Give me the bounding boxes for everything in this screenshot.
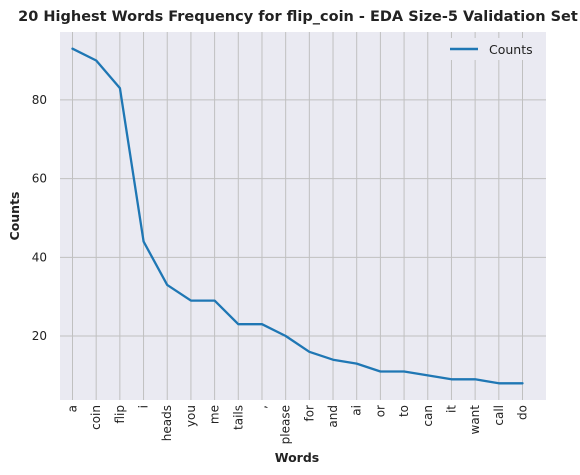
- y-axis-label: Counts: [7, 192, 22, 241]
- tick-labels: a coin flip i heads you me tails, please for and ai…: [32, 93, 530, 444]
- x-tick-label: call: [492, 405, 506, 426]
- y-tick-label: 60: [32, 172, 47, 186]
- legend-label: Counts: [489, 42, 533, 57]
- x-tick-label: do: [516, 405, 530, 420]
- plot-area: [60, 32, 546, 400]
- x-axis-label: Words: [275, 450, 319, 465]
- x-tick-label: ai: [350, 405, 364, 416]
- x-tick-label: ,: [255, 405, 269, 409]
- x-tick-label: can: [421, 405, 435, 427]
- x-tick-label: coin: [89, 405, 103, 430]
- x-tick-label: flip: [113, 405, 127, 424]
- x-tick-label: i: [137, 405, 151, 408]
- x-tick-label: and: [326, 405, 340, 428]
- x-tick-label: heads: [160, 405, 174, 441]
- chart-title: 20 Highest Words Frequency for flip_coin…: [18, 9, 578, 25]
- x-tick-label: please: [279, 405, 293, 444]
- x-tick-label: me: [208, 405, 222, 424]
- x-tick-label: for: [302, 405, 316, 422]
- y-tick-label: 40: [32, 250, 47, 264]
- x-tick-label: want: [468, 405, 482, 435]
- legend: Counts: [440, 38, 540, 60]
- x-tick-label: you: [184, 405, 198, 427]
- x-tick-label: a: [66, 405, 80, 412]
- series-line-counts: [71, 47, 524, 385]
- legend-box: [440, 38, 540, 60]
- x-tick-label: or: [373, 405, 387, 417]
- x-tick-label: to: [397, 405, 411, 417]
- grid-lines: [60, 32, 546, 400]
- y-tick-label: 80: [32, 93, 47, 107]
- x-tick-label: it: [444, 405, 458, 413]
- series-layer: [71, 47, 524, 385]
- y-tick-label: 20: [32, 329, 47, 343]
- x-tick-label: tails: [231, 405, 245, 430]
